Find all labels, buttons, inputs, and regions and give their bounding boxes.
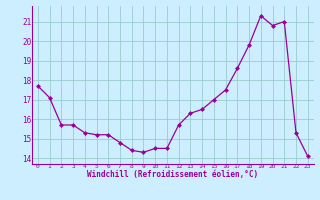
X-axis label: Windchill (Refroidissement éolien,°C): Windchill (Refroidissement éolien,°C) [87, 170, 258, 179]
